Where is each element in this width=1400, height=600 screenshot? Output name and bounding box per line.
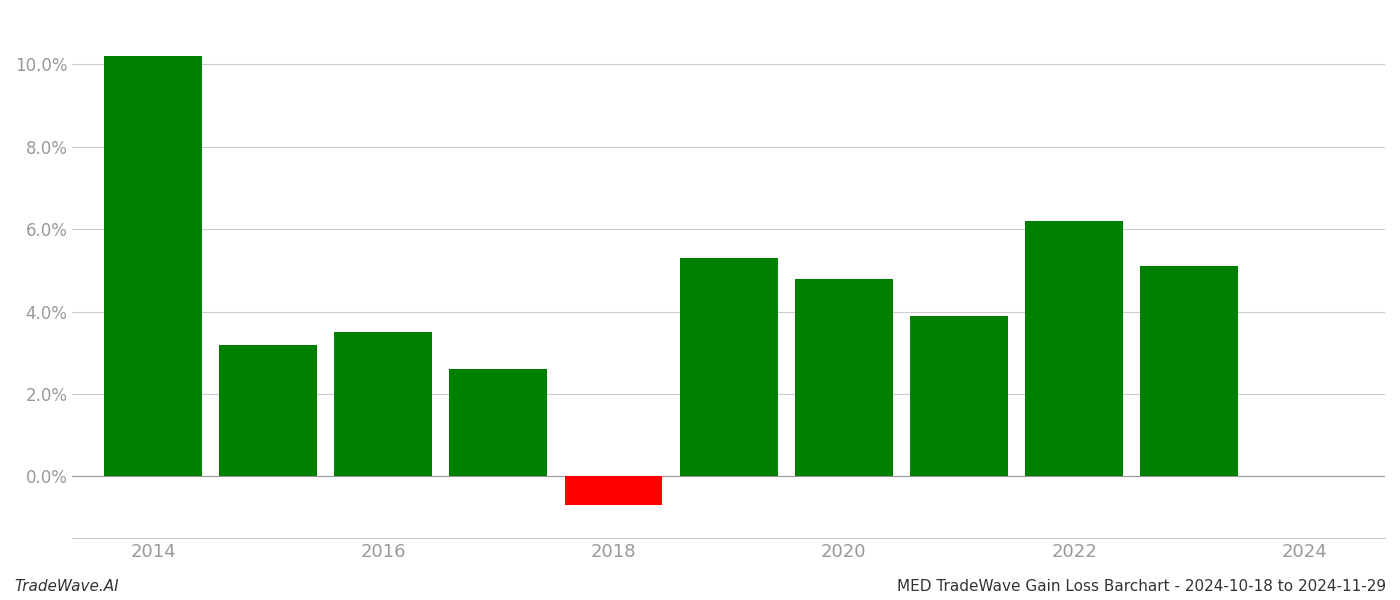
Bar (564, 476, 662, 505)
Bar (104, 56, 202, 476)
Bar (1141, 266, 1238, 476)
Text: MED TradeWave Gain Loss Barchart - 2024-10-18 to 2024-11-29: MED TradeWave Gain Loss Barchart - 2024-… (897, 579, 1386, 594)
Bar (220, 344, 316, 476)
Bar (910, 316, 1008, 476)
Bar (1025, 221, 1123, 476)
Text: TradeWave.AI: TradeWave.AI (14, 579, 119, 594)
Bar (795, 278, 893, 476)
Bar (449, 369, 547, 476)
Bar (680, 258, 777, 476)
Bar (335, 332, 433, 476)
